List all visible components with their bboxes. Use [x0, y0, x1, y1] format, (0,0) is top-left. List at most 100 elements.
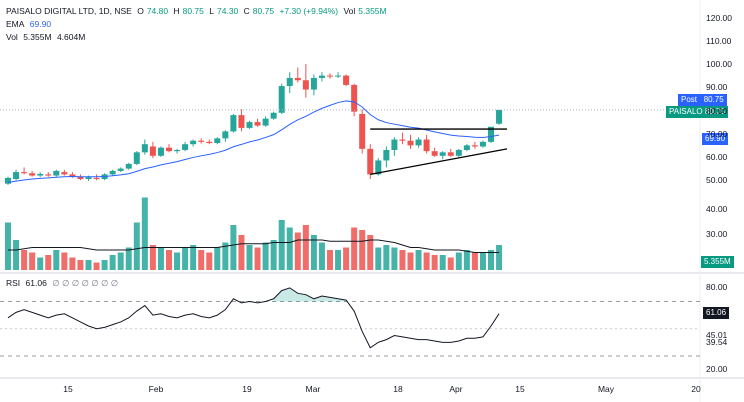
volume-bar: [246, 245, 253, 270]
volume-bar: [471, 252, 478, 270]
volume-bar: [439, 255, 446, 270]
candle-body: [439, 152, 446, 156]
candle-body: [399, 139, 406, 141]
candle-body: [157, 147, 164, 156]
volume-bar: [327, 250, 333, 270]
volume-bar: [343, 247, 350, 270]
candle-body: [53, 170, 60, 176]
price-tick-label: 90.00: [706, 82, 728, 93]
post-market-tag: Post 80.75: [678, 94, 727, 106]
candle-body: [61, 172, 68, 175]
volume-tick-label: 30.00: [706, 229, 728, 239]
volume-bar: [149, 245, 156, 270]
volume-bar: [133, 222, 140, 270]
candle-body: [85, 177, 92, 180]
overlay-layer: [0, 100, 700, 184]
candle-body: [69, 174, 76, 177]
time-tick-label: 18: [393, 384, 403, 394]
price-tick-label: 50.00: [706, 175, 728, 186]
price-tick-label: 120.00: [706, 12, 732, 23]
rsi-tick-label: 20.00: [706, 363, 728, 374]
volume-bar: [53, 250, 60, 270]
candle-body: [471, 145, 478, 147]
candle-body: [21, 172, 28, 174]
volume-bar: [77, 260, 84, 270]
volume-bar: [270, 240, 277, 270]
time-tick-label: 19: [242, 384, 252, 394]
candle-body: [335, 75, 342, 77]
candle-body: [318, 75, 325, 78]
time-tick-label: Mar: [305, 384, 321, 394]
rsi-tick-label: 39.54: [706, 336, 728, 347]
volume-bar: [125, 247, 132, 270]
volume-bar: [415, 250, 422, 270]
volume-tick-label: 40.00: [706, 204, 728, 214]
ema-price-tag: 69.90: [702, 133, 729, 145]
candle-body: [391, 139, 398, 150]
open-value: 74.80: [146, 6, 169, 16]
candle-body: [423, 139, 430, 152]
price-tick-label: 80.00: [706, 105, 728, 116]
candle-body: [327, 75, 333, 77]
change-value: +7.30 (+9.94%): [279, 6, 339, 16]
volume-bar: [391, 247, 398, 270]
volume-bar: [238, 235, 245, 270]
volume-bar: [383, 245, 390, 270]
ema-legend-value: 69.90: [29, 19, 52, 29]
candle-body: [133, 152, 140, 164]
volume-layer: [5, 197, 503, 270]
candle-body: [359, 113, 366, 149]
volume-bar: [254, 247, 261, 270]
candle-body: [45, 174, 52, 176]
close-value: 80.75: [252, 6, 275, 16]
volume-bar: [69, 257, 76, 270]
volume-bar: [375, 247, 382, 270]
candle-body: [198, 140, 205, 142]
volume-bar: [318, 242, 325, 270]
candle-body: [214, 138, 221, 144]
candle-body: [141, 144, 148, 153]
time-tick-label: May: [597, 384, 615, 394]
candle-body: [125, 163, 132, 169]
volume-bar: [85, 260, 92, 270]
candle-body: [117, 168, 124, 171]
volume-bar: [431, 255, 438, 270]
candle-body: [166, 147, 172, 152]
volume-bar: [182, 247, 189, 270]
candle-body: [270, 112, 277, 119]
candle-body: [447, 152, 454, 156]
candle-body: [351, 84, 358, 112]
volume-bar: [21, 250, 28, 270]
volume-bar: [157, 247, 164, 270]
candle-body: [190, 140, 197, 145]
price-tick-label: 70.00: [706, 128, 728, 139]
candle-body: [383, 149, 390, 161]
volume-bar: [496, 245, 503, 270]
volume-bar: [335, 250, 342, 270]
volume-bar: [302, 225, 309, 270]
time-tick-label: Feb: [148, 384, 164, 394]
candle-body: [29, 173, 36, 176]
candle-body: [294, 77, 301, 81]
volume-bar: [174, 252, 181, 270]
rsi-legend-value: 61.06: [25, 278, 47, 288]
candle-body: [375, 160, 382, 175]
volume-bar: [399, 250, 406, 270]
candle-body: [222, 131, 229, 139]
candle-body: [431, 151, 438, 156]
candle-body: [463, 145, 470, 150]
ticker-price-tag: PAISALO 80.75: [666, 106, 728, 118]
candle-body: [230, 115, 237, 132]
price-tick-label: 60.00: [706, 152, 728, 163]
rsi-layer: [0, 287, 700, 357]
candle-body: [93, 177, 100, 180]
candle-body: [488, 126, 494, 142]
price-tick-label: 100.00: [706, 59, 732, 70]
time-tick-label: Apr: [449, 384, 463, 394]
volume-bar: [61, 252, 68, 270]
rsi-tag: 61.06: [703, 307, 730, 319]
candle-body: [149, 146, 156, 156]
candle-body: [262, 118, 269, 126]
